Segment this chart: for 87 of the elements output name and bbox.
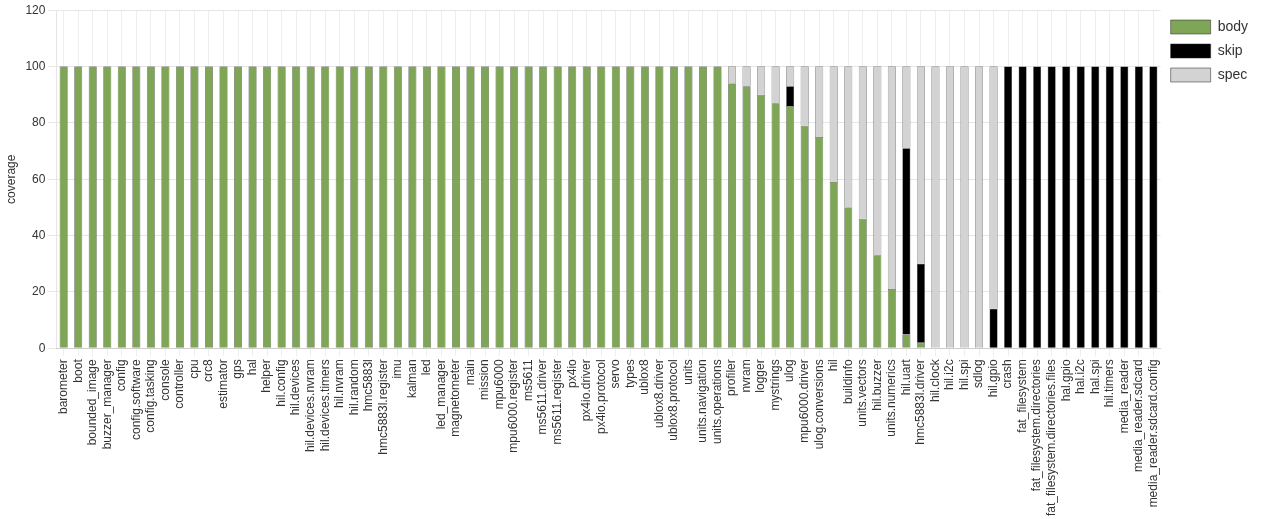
x-tick-label: hmc5883l [361,359,376,412]
x-tick-label: fat_filesystem.directories [1029,359,1044,492]
x-tick-label: ublox8.protocol [666,359,681,441]
x-tick-label: imu [390,359,405,379]
x-tick-label: hil.uart [898,358,913,396]
x-tick-label: hil [826,359,841,372]
x-tick-label: mission [477,359,492,400]
legend-label: spec [1217,65,1248,82]
x-tick-label: ms5611 [520,358,535,402]
x-tick-label: media_reader [1116,359,1131,434]
legend-label: skip [1217,41,1243,58]
y-tick-label: 80 [32,115,46,130]
y-tick-label: 40 [32,227,46,242]
x-tick-label: hil.clock [927,358,942,402]
x-tick-label: ulog.conversions [811,359,826,450]
x-tick-label: ublox8 [637,358,652,395]
x-tick-label: hil.buzzer [869,359,884,411]
x-tick-label: media_reader.sdcard [1131,359,1146,473]
x-tick-label: ulog [782,359,797,382]
x-tick-label: px4io [564,358,579,388]
x-tick-label: controller [172,359,187,409]
y-tick-label: 100 [25,58,46,73]
x-tick-label: hil.gpio [985,358,1000,398]
x-tick-label: console [157,358,172,401]
x-tick-label: boot [70,358,85,383]
x-tick-label: buzzer_manager [99,359,114,450]
x-tick-label: px4io.driver [579,359,594,422]
x-tick-label: config.tasking [143,359,158,433]
x-tick-label: logger [753,359,768,393]
x-tick-label: hmc5883l.driver [913,359,928,445]
y-tick-label: 60 [32,171,46,186]
x-tick-label: gps [230,359,245,379]
x-tick-label: magnetometer [448,359,463,437]
x-tick-label: estimator [215,359,230,409]
x-tick-label: units.navigation [695,359,710,443]
x-tick-label: media_reader.sdcard.config [1145,359,1160,508]
x-tick-label: hil.spi [956,359,971,390]
x-tick-label: mpu6000.driver [796,359,811,443]
x-tick-label: fat_filesystem [1014,359,1029,433]
x-tick-label: hil.timers [1102,359,1117,408]
y-tick-label: 20 [32,284,46,299]
x-tick-label: barometer [56,359,70,414]
y-tick-label: 120 [25,2,46,17]
x-tick-label: units [680,359,695,385]
x-tick-label: mystrings [767,359,782,411]
x-tick-label: types [622,359,637,388]
x-tick-label: profiler [724,359,739,396]
x-tick-label: ms5611.register [549,359,564,445]
x-tick-label: hal.gpio [1058,358,1073,402]
x-tick-label: buildinfo [840,358,855,404]
x-tick-label: hil.i2c [942,359,957,390]
x-tick-label: hil.random [346,359,361,416]
x-tick-label: bounded_image [85,358,100,446]
y-axis-title: coverage [3,154,18,204]
x-tick-label: hil.devices.nvram [303,359,317,452]
x-tick-label: mpu6000.register [506,359,521,453]
x-tick-label: sdlog [971,359,986,388]
legend-label: body [1217,17,1248,34]
x-tick-label: crc8 [201,358,216,382]
x-tick-label: hal.i2c [1073,359,1088,394]
x-tick-label: config [114,359,129,392]
x-tick-label: units.numerics [884,359,899,437]
x-tick-label: kalman [404,359,419,398]
x-tick-label: hil.config [273,359,288,407]
x-tick-label: config.software [128,358,143,440]
x-tick-label: hal [244,359,259,376]
x-tick-label: hmc5883l.register [375,359,390,455]
x-tick-label: ms5611.driver [535,359,550,435]
x-tick-label: servo [608,358,623,389]
x-tick-label: helper [259,359,274,393]
y-tick-label: 0 [38,340,46,355]
x-tick-label: crash [1000,359,1015,389]
x-tick-label: hal.spi [1087,359,1102,394]
x-tick-label: mpu6000 [491,358,506,410]
x-tick-label: ublox8.driver [651,359,666,428]
x-tick-label: hil.devices [288,359,303,416]
x-tick-label: main [462,359,477,386]
x-tick-label: cpu [186,359,201,379]
x-tick-label: hil.nvram [332,359,347,408]
x-tick-label: units.vectors [855,359,870,427]
x-tick-label: px4io.protocol [593,359,608,434]
x-tick-label: hil.devices.timers [317,359,332,452]
x-tick-label: nvram [738,359,753,393]
x-tick-label: led_manager [433,359,448,430]
x-tick-label: led [419,359,434,376]
x-tick-label: units.operations [709,359,724,445]
x-tick-label: fat_filesystem.directories.files [1043,359,1058,517]
